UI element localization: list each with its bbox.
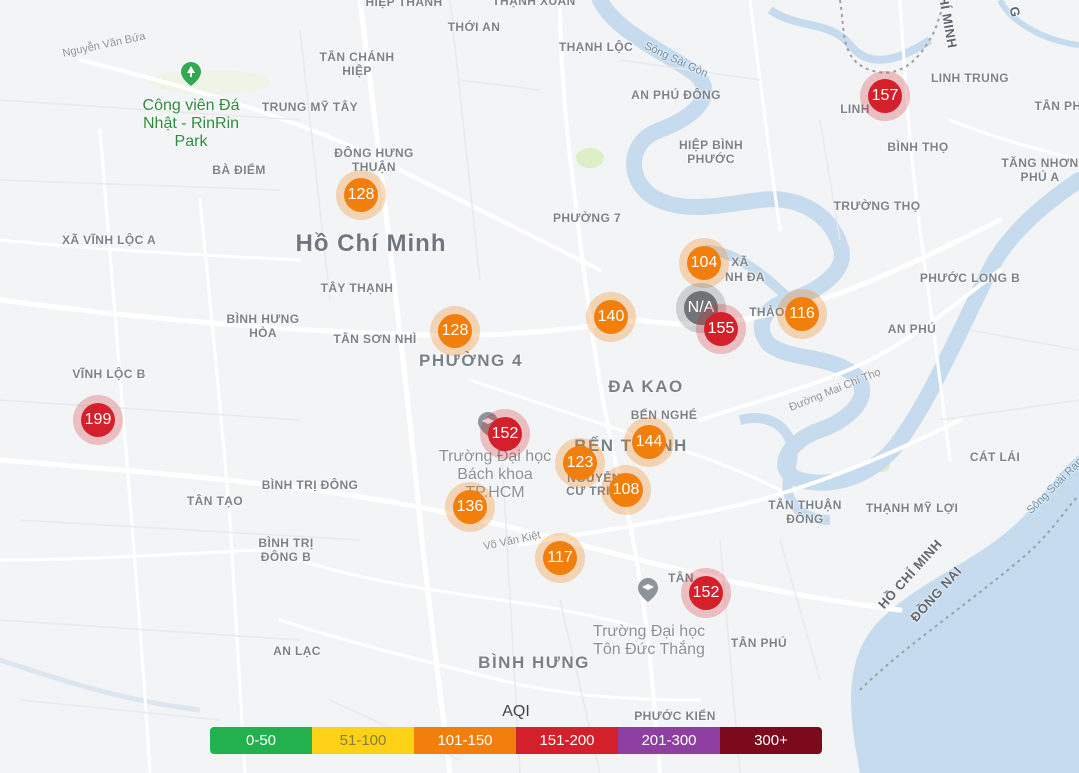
legend-item-unhealthy[interactable]: 151-200 bbox=[516, 727, 618, 754]
aqi-marker[interactable]: 157 bbox=[868, 79, 902, 113]
aqi-marker[interactable]: 152 bbox=[488, 417, 522, 451]
aqi-marker[interactable]: 108 bbox=[609, 473, 643, 507]
park-pin-icon[interactable] bbox=[181, 62, 201, 86]
aqi-marker[interactable]: 155 bbox=[704, 312, 738, 346]
aqi-marker[interactable]: 128 bbox=[438, 314, 472, 348]
aqi-legend: 0-50 51-100 101-150 151-200 201-300 300+ bbox=[210, 727, 822, 754]
aqi-marker[interactable]: 104 bbox=[687, 246, 721, 280]
legend-item-moderate[interactable]: 51-100 bbox=[312, 727, 414, 754]
aqi-marker[interactable]: N/A bbox=[684, 291, 718, 325]
aqi-marker[interactable]: 140 bbox=[594, 300, 628, 334]
school-pin-icon[interactable] bbox=[638, 578, 658, 602]
aqi-marker[interactable]: 152 bbox=[689, 576, 723, 610]
legend-item-hazardous[interactable]: 300+ bbox=[720, 727, 822, 754]
aqi-marker[interactable]: 123 bbox=[563, 446, 597, 480]
aqi-marker[interactable]: 136 bbox=[453, 490, 487, 524]
aqi-marker[interactable]: 116 bbox=[785, 297, 819, 331]
legend-item-unhealthy-sensitive[interactable]: 101-150 bbox=[414, 727, 516, 754]
aqi-marker[interactable]: 117 bbox=[543, 541, 577, 575]
aqi-marker[interactable]: 199 bbox=[81, 403, 115, 437]
aqi-marker[interactable]: 128 bbox=[344, 178, 378, 212]
legend-title: AQI bbox=[502, 703, 530, 720]
legend-item-very-unhealthy[interactable]: 201-300 bbox=[618, 727, 720, 754]
aqi-marker[interactable]: 144 bbox=[632, 425, 666, 459]
legend-item-good[interactable]: 0-50 bbox=[210, 727, 312, 754]
